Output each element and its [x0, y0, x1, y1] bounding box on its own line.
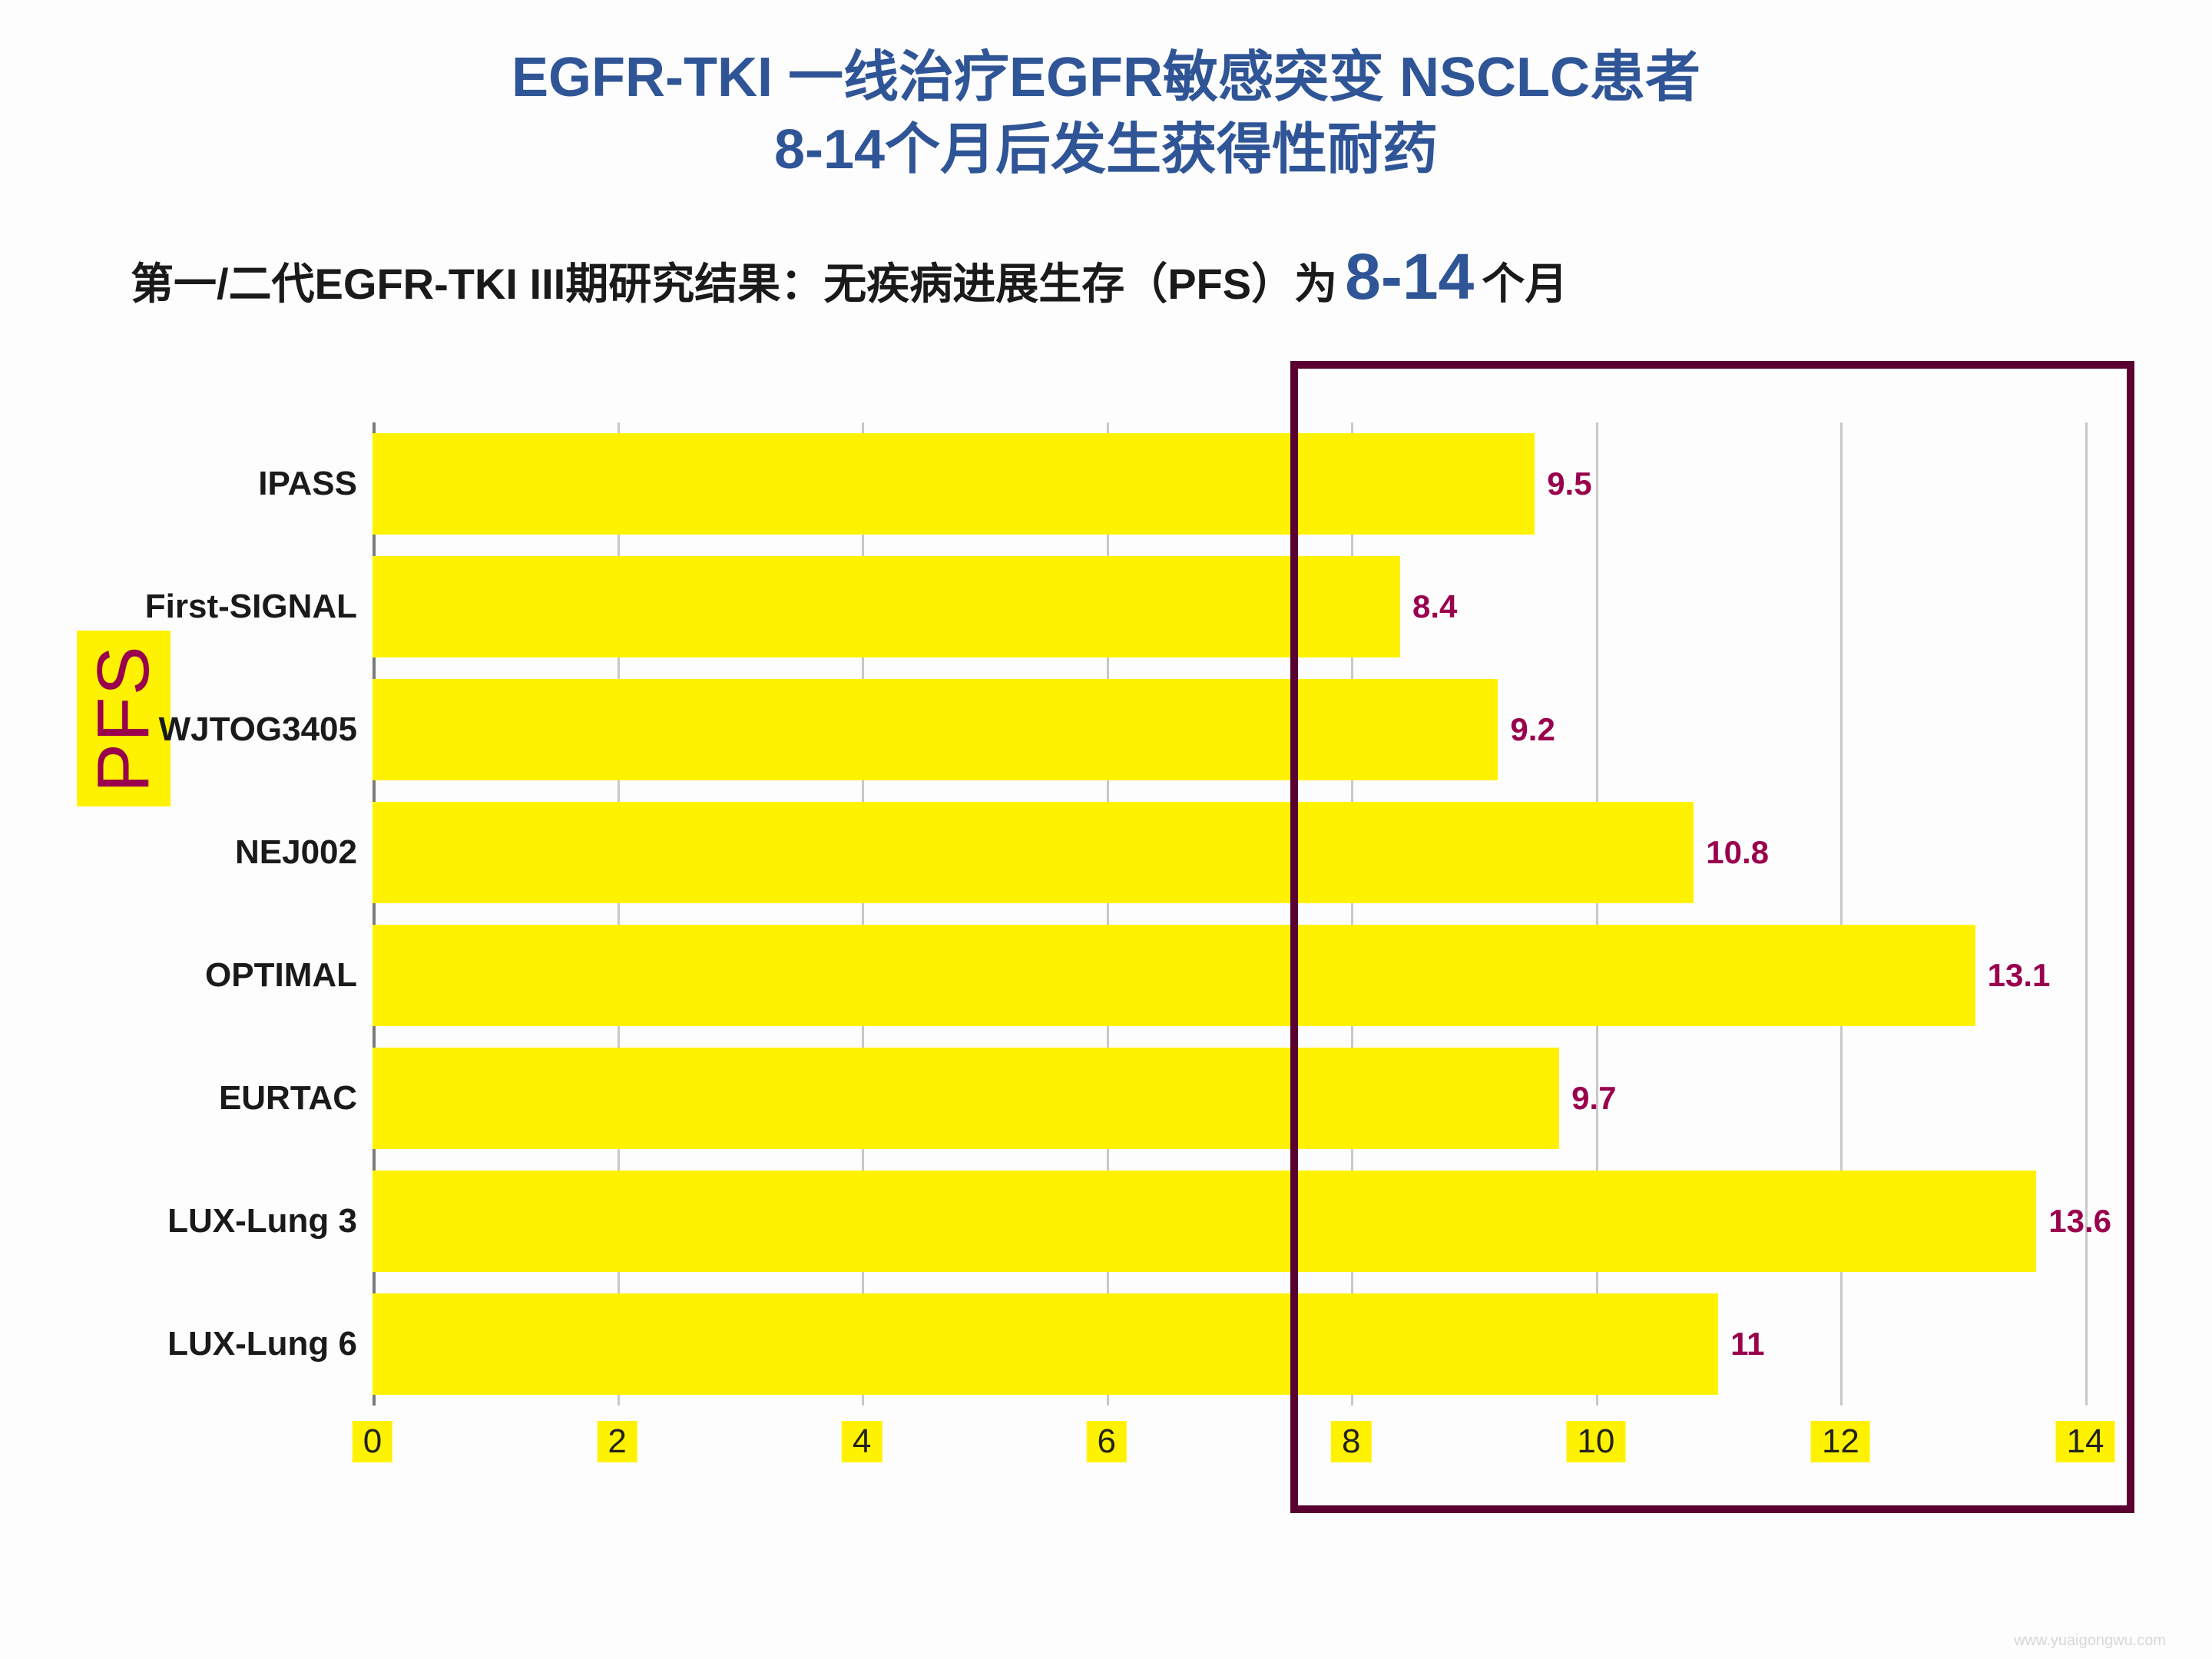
bar-value: 9.5	[1547, 465, 1591, 502]
main-title: EGFR-TKI 一线治疗EGFR敏感突变 NSCLC患者 8-14个月后发生获…	[0, 0, 2212, 186]
chart-row: First-SIGNAL8.4	[373, 545, 2085, 668]
chart-row: LUX-Lung 611	[373, 1283, 2085, 1406]
title-line-1: EGFR-TKI 一线治疗EGFR敏感突变 NSCLC患者	[0, 42, 2212, 114]
bar	[373, 556, 1400, 657]
chart-row: LUX-Lung 313.6	[373, 1160, 2085, 1283]
chart-row: IPASS9.5	[373, 422, 2085, 545]
bar	[373, 1171, 2036, 1272]
x-tick: 0	[353, 1421, 392, 1462]
x-tick: 8	[1331, 1421, 1371, 1462]
subtitle-range: 8-14	[1345, 240, 1474, 314]
watermark: www.yuaigongwu.com	[2014, 1632, 2166, 1650]
row-label: OPTIMAL	[96, 956, 357, 995]
x-tick: 2	[597, 1421, 637, 1462]
row-label: IPASS	[96, 465, 357, 503]
chart-row: NEJ00210.8	[373, 791, 2085, 914]
bar-value: 10.8	[1706, 834, 1769, 871]
title-line-2: 8-14个月后发生获得性耐药	[0, 114, 2212, 187]
row-label: LUX-Lung 3	[96, 1202, 357, 1240]
bar-value: 11	[1730, 1326, 1764, 1363]
chart: PFS IPASS9.5First-SIGNAL8.4WJTOG34059.2N…	[0, 392, 2212, 1544]
bar-value: 13.1	[1988, 957, 2051, 994]
chart-row: OPTIMAL13.1	[373, 914, 2085, 1037]
subtitle: 第一/二代EGFR-TKI III期研究结果：无疾病进展生存（PFS）为 8-1…	[0, 240, 2212, 314]
bar-value: 8.4	[1412, 588, 1457, 625]
row-label: LUX-Lung 6	[96, 1325, 357, 1363]
row-label: First-SIGNAL	[96, 588, 357, 626]
bar	[373, 679, 1498, 780]
bar	[373, 1293, 1718, 1395]
row-label: NEJ002	[96, 833, 357, 872]
bar-value: 13.6	[2048, 1203, 2111, 1240]
chart-row: WJTOG34059.2	[373, 668, 2085, 791]
gridline	[2085, 422, 2088, 1406]
x-tick: 12	[1811, 1421, 1870, 1462]
row-label: WJTOG3405	[96, 710, 357, 749]
subtitle-suffix: 个月	[1482, 250, 1568, 312]
x-tick: 14	[2056, 1421, 2115, 1462]
chart-row: EURTAC9.7	[373, 1037, 2085, 1160]
subtitle-prefix: 第一/二代EGFR-TKI III期研究结果：无疾病进展生存（PFS）为	[131, 250, 1337, 312]
plot-area: IPASS9.5First-SIGNAL8.4WJTOG34059.2NEJ00…	[373, 422, 2085, 1406]
bar-value: 9.2	[1510, 711, 1555, 748]
x-tick: 10	[1566, 1421, 1625, 1462]
x-axis-ticks: 02468101214	[373, 1421, 2085, 1482]
bar	[373, 802, 1694, 903]
x-tick: 4	[842, 1421, 882, 1462]
x-tick: 6	[1086, 1421, 1126, 1462]
bar	[373, 925, 1975, 1026]
bar	[373, 433, 1535, 535]
bar	[373, 1048, 1559, 1149]
row-label: EURTAC	[96, 1079, 357, 1118]
bar-value: 9.7	[1571, 1080, 1616, 1117]
